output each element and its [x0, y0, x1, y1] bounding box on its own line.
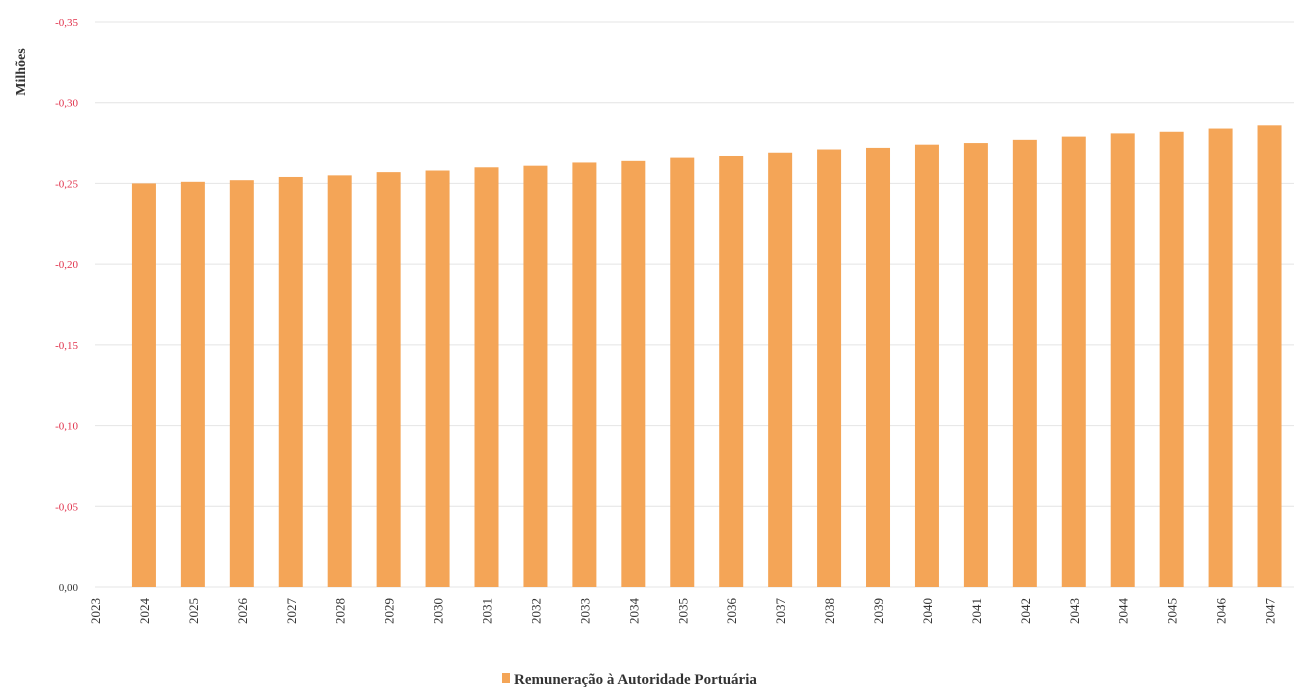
x-tick-label: 2045: [1165, 598, 1180, 624]
bar-2043[interactable]: [1061, 136, 1086, 587]
x-tick-label: 2028: [333, 598, 348, 624]
y-axis-ticks: 0,00 -0,05 -0,10 -0,15 -0,20 -0,25 -0,30 -0,35: [55, 17, 78, 594]
bar-2029[interactable]: [376, 172, 401, 587]
bar-2028[interactable]: [327, 175, 352, 587]
bar-2026[interactable]: [229, 180, 254, 587]
y-tick-label: -0,15: [55, 340, 78, 352]
x-tick-label: 2036: [724, 598, 739, 625]
y-tick-label: -0,25: [55, 178, 78, 190]
bar-2045[interactable]: [1159, 131, 1184, 587]
x-tick-label: 2039: [871, 598, 886, 624]
y-axis-label: Milhões: [14, 48, 29, 96]
x-tick-label: 2025: [186, 598, 201, 624]
y-tick-label: -0,05: [55, 501, 78, 513]
x-tick-label: 2040: [920, 598, 935, 624]
bar-2040[interactable]: [914, 144, 939, 587]
bar-2027[interactable]: [278, 176, 303, 587]
y-tick-label: -0,35: [55, 17, 78, 29]
bar-2047[interactable]: [1257, 125, 1282, 588]
x-tick-label: 2031: [480, 598, 495, 624]
legend-label: Remuneração à Autoridade Portuária: [514, 672, 757, 688]
x-tick-label: 2046: [1214, 598, 1229, 625]
y-tick-label: 0,00: [59, 582, 79, 594]
x-tick-label: 2042: [1018, 598, 1033, 624]
bar-2030[interactable]: [425, 170, 450, 587]
bar-2037[interactable]: [768, 152, 793, 587]
x-tick-label: 2027: [284, 598, 299, 625]
x-tick-label: 2030: [431, 598, 446, 624]
y-tick-label: -0,10: [55, 421, 78, 433]
bar-2031[interactable]: [474, 167, 499, 588]
bar-2032[interactable]: [523, 165, 548, 587]
y-tick-label: -0,20: [55, 259, 78, 271]
legend[interactable]: Remuneração à Autoridade Portuária: [502, 672, 757, 688]
bar-2024[interactable]: [131, 183, 156, 587]
bar-2044[interactable]: [1110, 133, 1135, 587]
x-tick-label: 2047: [1263, 598, 1278, 625]
bar-2039[interactable]: [866, 147, 891, 587]
bar-2038[interactable]: [817, 149, 842, 587]
legend-swatch: [502, 673, 510, 683]
x-tick-label: 2029: [382, 598, 397, 624]
x-axis-ticks: 2023 2024 2025 2026 2027 2028 2029 2030 2031 2032…: [88, 598, 1278, 625]
bars: [131, 125, 1282, 588]
x-tick-label: 2033: [577, 598, 592, 624]
bar-2035[interactable]: [670, 157, 695, 587]
x-tick-label: 2034: [626, 598, 641, 625]
bar-2041[interactable]: [963, 143, 988, 588]
x-tick-label: 2035: [675, 598, 690, 624]
y-tick-label: -0,30: [55, 98, 78, 110]
bar-2042[interactable]: [1012, 139, 1037, 588]
x-tick-label: 2023: [88, 598, 103, 624]
x-tick-label: 2024: [137, 598, 152, 625]
bar-2033[interactable]: [572, 162, 597, 587]
x-tick-label: 2043: [1067, 598, 1082, 624]
bar-2025[interactable]: [180, 181, 205, 588]
x-tick-label: 2044: [1116, 598, 1131, 625]
bar-2046[interactable]: [1208, 128, 1233, 588]
x-tick-label: 2032: [528, 598, 543, 624]
x-tick-label: 2041: [969, 598, 984, 624]
x-tick-label: 2026: [235, 598, 250, 625]
x-tick-label: 2037: [773, 598, 788, 625]
bar-2036[interactable]: [719, 155, 744, 587]
x-tick-label: 2038: [822, 598, 837, 624]
bar-2034[interactable]: [621, 160, 646, 588]
